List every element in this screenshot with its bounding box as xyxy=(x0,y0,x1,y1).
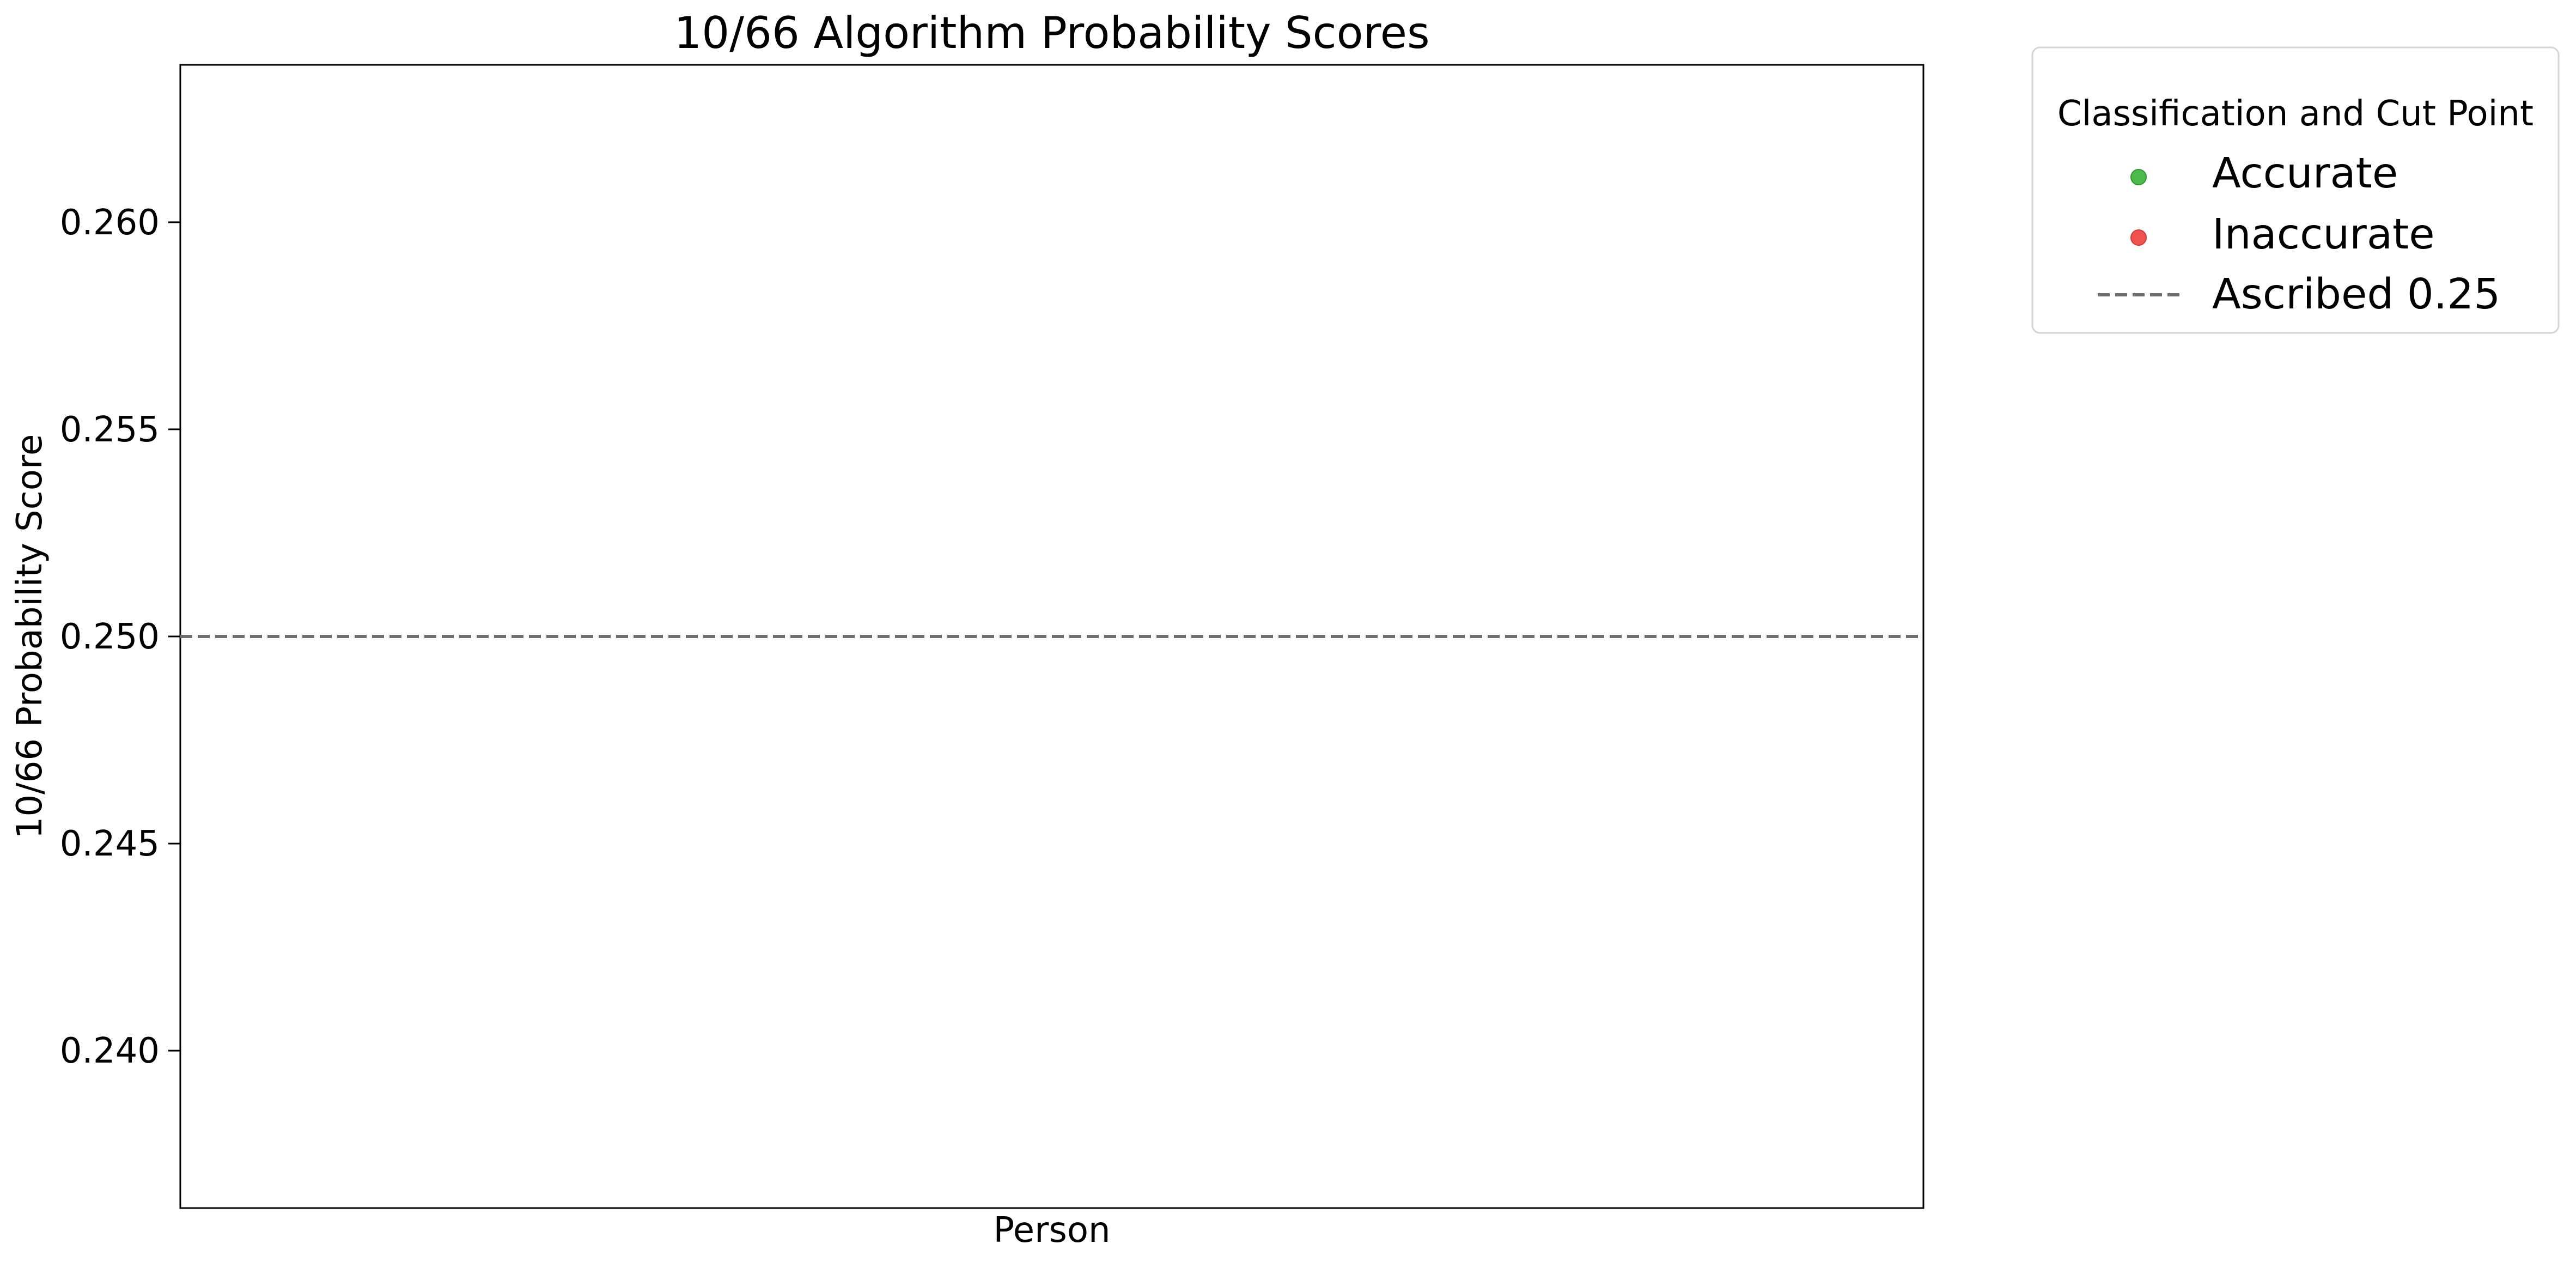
legend-marker-accurate xyxy=(2130,169,2147,185)
y-axis-label: 10/66 Probability Score xyxy=(10,434,50,839)
y-axis: 0.240 0.245 0.250 0.255 0.260 xyxy=(60,203,180,1071)
legend-label-accurate: Accurate xyxy=(2212,149,2398,198)
legend-title: Classification and Cut Point xyxy=(2057,94,2534,134)
legend-label-cut-point: Ascribed 0.25 xyxy=(2212,270,2500,319)
y-tick-label: 0.255 xyxy=(60,410,160,450)
legend-label-inaccurate: Inaccurate xyxy=(2212,210,2435,259)
y-tick-label: 0.260 xyxy=(60,203,160,243)
legend: Classification and Cut Point Accurate In… xyxy=(2031,46,2560,334)
x-axis-label: Person xyxy=(993,1210,1110,1251)
chart-title: 10/66 Algorithm Probability Scores xyxy=(674,8,1429,58)
legend-box xyxy=(2031,46,2560,334)
y-tick-label: 0.245 xyxy=(60,824,160,864)
y-tick-label: 0.250 xyxy=(60,617,160,657)
legend-marker-inaccurate xyxy=(2130,229,2147,246)
y-tick-label: 0.240 xyxy=(60,1031,160,1071)
